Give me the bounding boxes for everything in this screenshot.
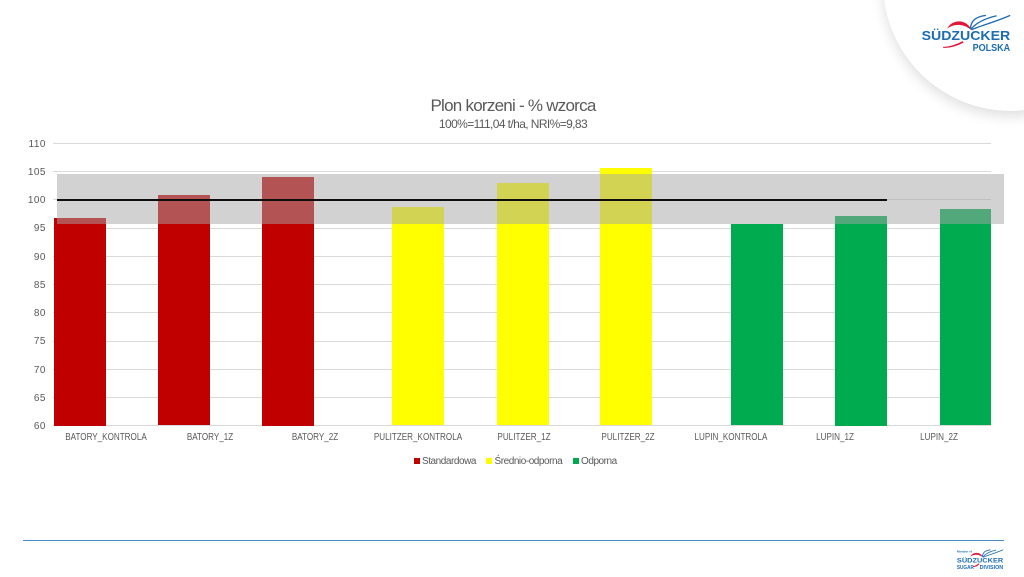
svg-text:POLSKA: POLSKA (973, 43, 1011, 54)
svg-text:DIVISION: DIVISION (980, 565, 1004, 571)
svg-text:SÜDZUCKER: SÜDZUCKER (922, 28, 1011, 43)
svg-text:SÜDZUCKER: SÜDZUCKER (957, 556, 1004, 565)
svg-text:SUGAR: SUGAR (957, 565, 974, 571)
svg-text:Member of: Member of (957, 549, 972, 553)
